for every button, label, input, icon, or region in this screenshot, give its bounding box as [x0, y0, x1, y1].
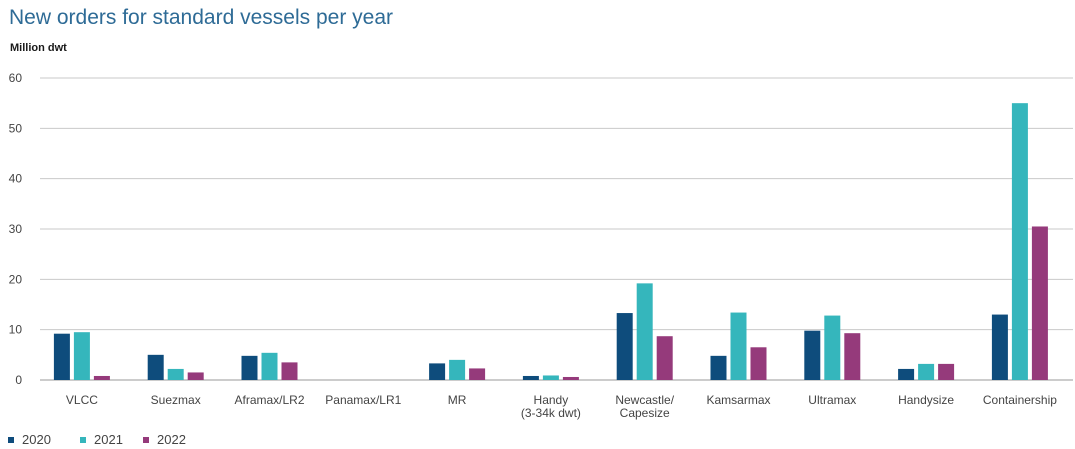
bar — [261, 352, 278, 380]
bars — [53, 103, 1048, 381]
x-axis-category-labels: VLCC Suezmax Aframax/LR2 Panamax/LR1 MR Handy… — [66, 393, 1057, 420]
gridlines — [40, 77, 1073, 381]
bar — [804, 330, 821, 380]
x-category-label: Aframax/LR2 — [234, 393, 304, 407]
bar — [147, 354, 164, 380]
bar — [918, 363, 935, 380]
bar — [73, 332, 90, 380]
y-tick-label: 10 — [9, 323, 23, 337]
y-tick-label: 60 — [9, 71, 23, 85]
y-tick-label: 0 — [15, 373, 22, 387]
x-category-label: Suezmax — [151, 393, 201, 407]
legend-label: 2021 — [94, 432, 123, 447]
bar — [449, 359, 466, 380]
bar — [991, 314, 1008, 380]
bar — [898, 368, 915, 380]
bar — [616, 313, 633, 380]
bar — [167, 368, 184, 380]
x-category-label: Containership — [983, 393, 1057, 407]
x-category-label: Ultramax — [808, 393, 856, 407]
legend-swatch — [8, 437, 14, 443]
x-category-label: Handy (3-34k dwt) — [521, 393, 581, 420]
x-category-label: Newcastle/Capesize — [615, 393, 674, 420]
bar — [469, 368, 486, 380]
chart-title: New orders for standard vessels per year — [9, 6, 393, 29]
y-tick-label: 30 — [9, 222, 23, 236]
y-axis-ticks: 0 10 20 30 40 50 60 — [9, 71, 23, 387]
legend: 2020 2021 2022 — [8, 432, 186, 447]
bar — [562, 376, 579, 380]
legend-label: 2022 — [157, 432, 186, 447]
y-tick-label: 40 — [9, 172, 23, 186]
bar — [1011, 103, 1028, 381]
bar — [824, 315, 841, 380]
y-tick-label: 20 — [9, 272, 23, 286]
x-category-label: Kamsarmax — [706, 393, 770, 407]
bar — [187, 372, 204, 380]
x-category-label: VLCC — [66, 393, 98, 407]
bar — [938, 363, 955, 380]
bar — [730, 312, 747, 380]
y-tick-label: 50 — [9, 121, 23, 135]
x-category-label: MR — [448, 393, 467, 407]
bar — [750, 347, 767, 380]
bar — [241, 355, 258, 380]
bar — [53, 333, 70, 380]
bar — [522, 375, 539, 380]
legend-label: 2020 — [22, 432, 51, 447]
bar — [844, 333, 861, 380]
bar — [1031, 226, 1048, 380]
bar — [429, 363, 446, 380]
bar — [656, 336, 673, 380]
x-category-label: Panamax/LR1 — [325, 393, 401, 407]
bar — [281, 362, 298, 380]
bar — [542, 375, 559, 380]
legend-swatch — [80, 437, 86, 443]
bar — [636, 283, 653, 380]
y-axis-unit-label: Million dwt — [10, 42, 67, 54]
bar — [710, 355, 727, 380]
x-category-label: Handysize — [898, 393, 954, 407]
legend-swatch — [143, 437, 149, 443]
bar — [93, 375, 110, 380]
